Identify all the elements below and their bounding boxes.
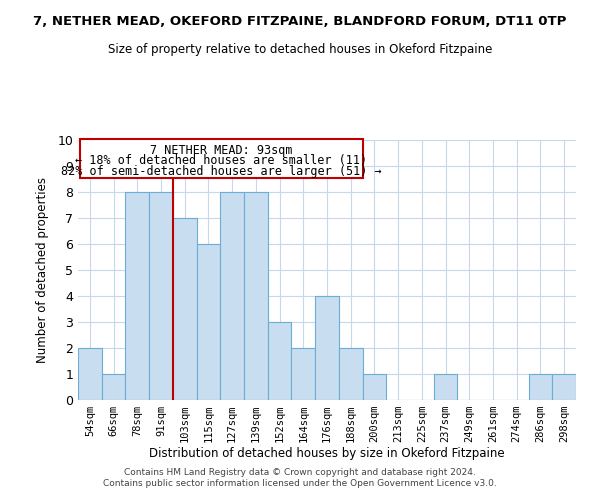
Bar xyxy=(173,218,197,400)
Bar xyxy=(220,192,244,400)
Bar xyxy=(268,322,292,400)
Text: 82% of semi-detached houses are larger (51) →: 82% of semi-detached houses are larger (… xyxy=(61,164,382,177)
FancyBboxPatch shape xyxy=(80,138,362,177)
Text: Size of property relative to detached houses in Okeford Fitzpaine: Size of property relative to detached ho… xyxy=(108,42,492,56)
Bar xyxy=(149,192,173,400)
Bar xyxy=(292,348,315,400)
Bar xyxy=(197,244,220,400)
Text: Contains HM Land Registry data © Crown copyright and database right 2024.
Contai: Contains HM Land Registry data © Crown c… xyxy=(103,468,497,487)
Bar xyxy=(362,374,386,400)
Bar xyxy=(244,192,268,400)
Bar xyxy=(315,296,339,400)
Bar xyxy=(529,374,552,400)
Text: 7, NETHER MEAD, OKEFORD FITZPAINE, BLANDFORD FORUM, DT11 0TP: 7, NETHER MEAD, OKEFORD FITZPAINE, BLAND… xyxy=(34,15,566,28)
Bar xyxy=(78,348,102,400)
Y-axis label: Number of detached properties: Number of detached properties xyxy=(36,177,49,363)
Text: Distribution of detached houses by size in Okeford Fitzpaine: Distribution of detached houses by size … xyxy=(149,448,505,460)
Text: 7 NETHER MEAD: 93sqm: 7 NETHER MEAD: 93sqm xyxy=(150,144,293,157)
Bar xyxy=(339,348,362,400)
Bar xyxy=(125,192,149,400)
Text: ← 18% of detached houses are smaller (11): ← 18% of detached houses are smaller (11… xyxy=(76,154,368,168)
Bar xyxy=(102,374,125,400)
Bar xyxy=(552,374,576,400)
Bar xyxy=(434,374,457,400)
